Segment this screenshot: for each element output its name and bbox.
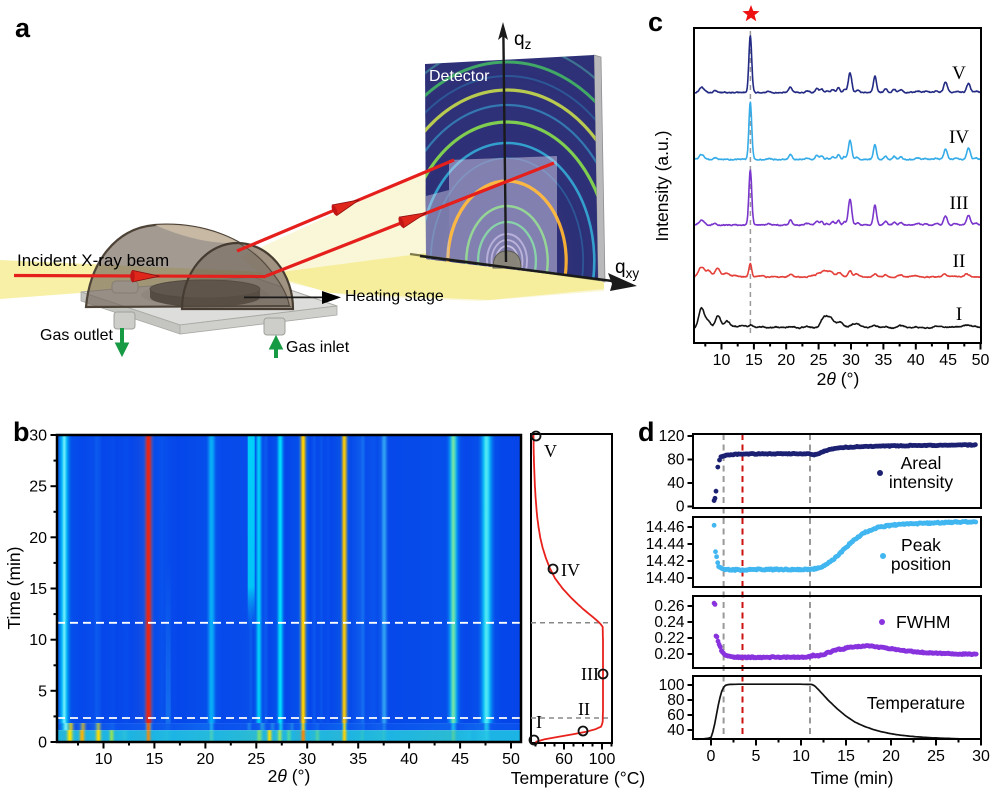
svg-text:25: 25 — [810, 352, 828, 369]
svg-text:15: 15 — [837, 748, 855, 765]
svg-text:FWHM: FWHM — [896, 612, 950, 632]
svg-text:Areal: Areal — [901, 453, 942, 473]
svg-text:II: II — [578, 699, 590, 719]
svg-text:25: 25 — [247, 751, 265, 768]
svg-text:II: II — [953, 251, 966, 272]
svg-text:0.20: 0.20 — [654, 646, 685, 663]
svg-text:60: 60 — [555, 751, 573, 768]
svg-text:Gas outlet: Gas outlet — [40, 327, 113, 344]
svg-text:20: 20 — [197, 751, 215, 768]
svg-text:Time (min): Time (min) — [811, 768, 894, 788]
svg-text:IV: IV — [561, 560, 580, 580]
svg-text:15: 15 — [745, 352, 763, 369]
svg-text:100: 100 — [659, 677, 685, 694]
svg-text:c: c — [648, 7, 663, 37]
svg-text:Peak: Peak — [901, 535, 941, 555]
svg-text:0: 0 — [707, 748, 716, 765]
svg-text:intensity: intensity — [889, 472, 953, 492]
svg-text:0: 0 — [38, 735, 47, 752]
svg-text:0: 0 — [676, 499, 685, 516]
svg-text:10: 10 — [713, 352, 731, 369]
svg-text:40: 40 — [667, 722, 685, 739]
svg-text:Temperature (°C): Temperature (°C) — [511, 768, 645, 788]
svg-text:120: 120 — [659, 428, 685, 445]
svg-text:b: b — [13, 417, 30, 447]
svg-text:14.46: 14.46 — [646, 519, 685, 536]
svg-text:0.22: 0.22 — [654, 630, 684, 647]
svg-text:80: 80 — [667, 692, 685, 709]
svg-text:50: 50 — [972, 352, 990, 369]
svg-text:Gas inlet: Gas inlet — [286, 339, 350, 356]
svg-text:25: 25 — [927, 748, 945, 765]
svg-text:50: 50 — [502, 751, 520, 768]
svg-text:Heating stage: Heating stage — [345, 288, 444, 305]
svg-text:35: 35 — [875, 352, 893, 369]
svg-text:2θ (°): 2θ (°) — [817, 369, 860, 389]
svg-text:25: 25 — [29, 479, 47, 496]
svg-text:20: 20 — [777, 352, 795, 369]
svg-text:III: III — [950, 193, 969, 214]
svg-text:0.26: 0.26 — [654, 598, 684, 615]
svg-text:45: 45 — [451, 751, 469, 768]
svg-text:I: I — [956, 304, 962, 325]
svg-text:III: III — [581, 664, 599, 684]
svg-text:V: V — [952, 63, 966, 84]
svg-text:15: 15 — [146, 751, 164, 768]
svg-text:10: 10 — [792, 748, 810, 765]
svg-text:qxy: qxy — [615, 257, 639, 281]
svg-text:10: 10 — [95, 751, 113, 768]
svg-text:30: 30 — [972, 748, 990, 765]
svg-text:30: 30 — [842, 352, 860, 369]
svg-text:45: 45 — [939, 352, 957, 369]
svg-text:30: 30 — [298, 751, 316, 768]
svg-text:14.40: 14.40 — [646, 570, 685, 587]
svg-text:Detector: Detector — [429, 68, 490, 85]
svg-text:60: 60 — [667, 707, 685, 724]
svg-text:14.42: 14.42 — [646, 553, 685, 570]
svg-text:80: 80 — [667, 452, 685, 469]
svg-text:0.24: 0.24 — [654, 614, 685, 631]
svg-text:Temperature: Temperature — [867, 693, 965, 713]
svg-text:15: 15 — [29, 581, 47, 598]
svg-text:5: 5 — [38, 683, 47, 700]
svg-text:a: a — [15, 13, 31, 43]
svg-text:40: 40 — [400, 751, 418, 768]
svg-text:40: 40 — [667, 475, 685, 492]
svg-text:IV: IV — [949, 127, 969, 148]
svg-text:Time (min): Time (min) — [4, 547, 24, 630]
svg-text:Incident X-ray beam: Incident X-ray beam — [17, 251, 169, 270]
svg-text:5: 5 — [752, 748, 761, 765]
svg-text:100: 100 — [589, 751, 616, 768]
svg-text:position: position — [891, 554, 951, 574]
svg-text:20: 20 — [29, 530, 47, 547]
svg-text:40: 40 — [907, 352, 925, 369]
svg-text:V: V — [544, 441, 557, 461]
svg-text:Intensity (a.u.): Intensity (a.u.) — [652, 131, 672, 242]
svg-text:20: 20 — [882, 748, 900, 765]
svg-text:14.44: 14.44 — [646, 536, 685, 553]
svg-text:2θ (°): 2θ (°) — [268, 766, 311, 786]
svg-text:d: d — [638, 417, 655, 447]
svg-text:I: I — [536, 712, 542, 732]
svg-text:30: 30 — [29, 428, 47, 445]
svg-text:35: 35 — [349, 751, 367, 768]
svg-text:10: 10 — [29, 632, 47, 649]
